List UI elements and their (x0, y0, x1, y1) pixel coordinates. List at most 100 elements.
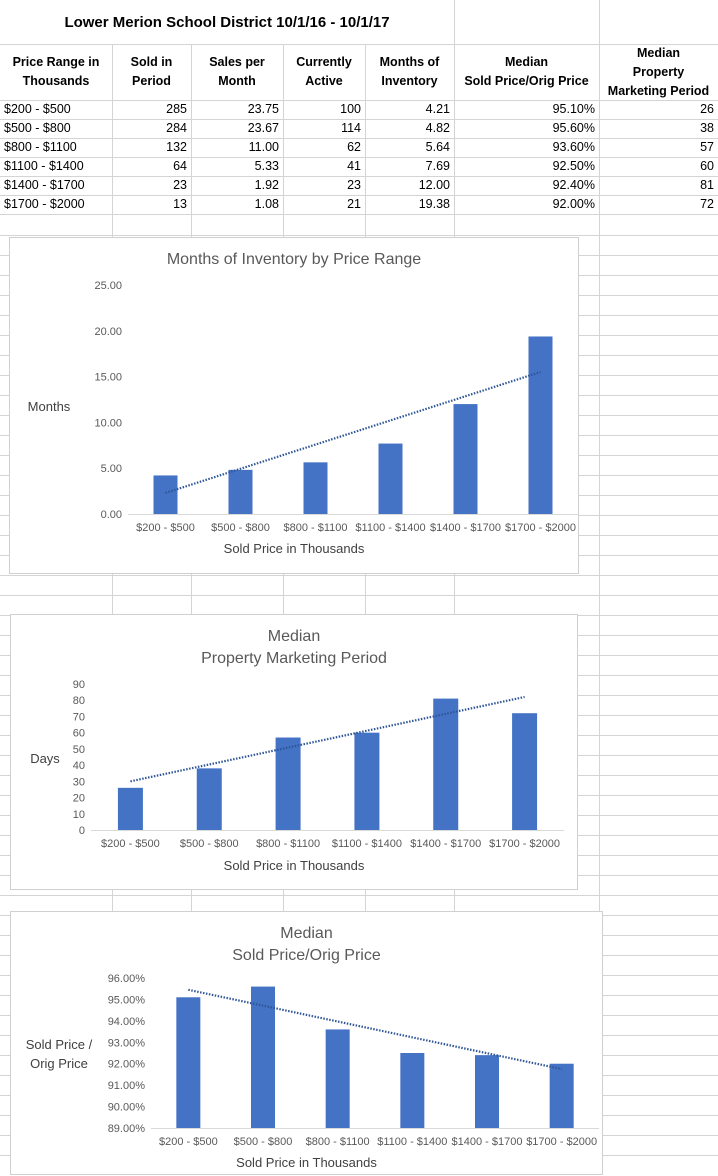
y-tick-label: 91.00% (108, 1080, 146, 1092)
y-tick-label: 20.00 (94, 326, 122, 338)
x-tick-label: $1700 - $2000 (505, 522, 576, 534)
cell-median-sold-orig[interactable]: 92.50% (552, 159, 595, 173)
x-axis-title: Sold Price in Thousands (223, 541, 365, 556)
chart-title-line-2: Property Marketing Period (201, 650, 387, 667)
y-tick-label: 30 (73, 776, 85, 788)
bar (117, 787, 143, 830)
cell-months-of-inventory[interactable]: 4.21 (425, 102, 450, 116)
chart-plot-svg: 0 10 20 30 40 50 60 70 80 90 $200 - $500 $500 - $80… (73, 679, 564, 850)
y-tick-label: 93.00% (108, 1037, 146, 1049)
cell-months-of-inventory[interactable]: 12.00 (418, 178, 450, 192)
cell-median-sold-orig[interactable]: 92.00% (552, 197, 595, 211)
cell-median-marketing-period[interactable]: 81 (700, 178, 714, 192)
header-currently-active: Currently Active (283, 44, 365, 100)
y-tick-label: 50 (73, 744, 85, 756)
cell-sold-in-period[interactable]: 284 (166, 121, 187, 135)
chart-title: Months of Inventory by Price Range (10, 251, 578, 269)
bar (433, 698, 459, 830)
cell-price-range[interactable]: $1700 - $2000 (4, 197, 85, 211)
cell-sales-per-month[interactable]: 11.00 (248, 140, 279, 154)
cell-median-sold-orig[interactable]: 92.40% (552, 178, 595, 192)
x-tick-label: $200 - $500 (101, 838, 160, 850)
y-tick-label: 60 (73, 728, 85, 740)
y-tick-label: 92.00% (108, 1059, 146, 1071)
x-tick-label: $1400 - $1700 (452, 1136, 523, 1148)
cell-median-marketing-period[interactable]: 60 (700, 159, 714, 173)
header-marketing-line2: Property (632, 64, 685, 79)
y-tick-label: 95.00% (108, 994, 146, 1006)
bar (512, 713, 538, 830)
y-axis-title-line: Days (30, 751, 60, 766)
cell-price-range[interactable]: $800 - $1100 (4, 140, 77, 154)
cell-sales-per-month[interactable]: 1.08 (254, 197, 279, 211)
y-axis-title: Sold Price / Orig Price (19, 1035, 99, 1073)
cell-months-of-inventory[interactable]: 4.82 (425, 121, 450, 135)
cell-sales-per-month[interactable]: 5.33 (254, 159, 279, 173)
header-active-line2: Active (305, 74, 343, 88)
bar (176, 997, 201, 1128)
cell-currently-active[interactable]: 62 (347, 140, 361, 154)
cell-months-of-inventory[interactable]: 5.64 (425, 140, 450, 154)
y-tick-label: 90.00% (108, 1102, 146, 1114)
cell-price-range[interactable]: $1100 - $1400 (4, 159, 84, 173)
cell-currently-active[interactable]: 23 (347, 178, 361, 192)
x-tick-label: $200 - $500 (136, 522, 195, 534)
y-axis-title-line-1: Sold Price / (25, 1037, 93, 1052)
y-tick-label: 89.00% (108, 1123, 146, 1135)
cell-sold-in-period[interactable]: 13 (173, 197, 187, 211)
cell-sales-per-month[interactable]: 23.67 (247, 121, 279, 135)
chart-title-line: Months of Inventory by Price Range (166, 251, 422, 268)
median-marketing-period-chart[interactable]: Median Property Marketing Period Days 0 1… (10, 614, 578, 890)
header-sold-line1: Sold in (130, 55, 173, 69)
cell-currently-active[interactable]: 114 (341, 121, 361, 135)
cell-median-sold-orig[interactable]: 95.60% (552, 121, 595, 135)
header-median-sold-line2: Sold Price/Orig Price (464, 74, 589, 88)
cell-sales-per-month[interactable]: 23.75 (247, 102, 279, 116)
cell-median-marketing-period[interactable]: 57 (700, 140, 714, 154)
y-tick-label: 20 (73, 793, 85, 805)
x-tick-label: $200 - $500 (159, 1136, 218, 1148)
y-axis-title-line: Months (27, 399, 71, 414)
cell-months-of-inventory[interactable]: 7.69 (425, 159, 450, 173)
median-sold-orig-price-chart[interactable]: Median Sold Price/Orig Price Sold Price … (10, 911, 603, 1175)
cell-months-of-inventory[interactable]: 19.38 (418, 197, 450, 211)
x-tick-label: $1100 - $1400 (332, 838, 402, 850)
x-tick-label: $800 - $1100 (283, 522, 347, 534)
cell-median-marketing-period[interactable]: 26 (700, 102, 714, 116)
cell-sold-in-period[interactable]: 23 (173, 178, 187, 192)
x-axis-title: Sold Price in Thousands (223, 858, 365, 873)
y-tick-label: 10 (73, 809, 85, 821)
x-tick-label: $500 - $800 (211, 522, 270, 534)
cell-currently-active[interactable]: 100 (340, 102, 361, 116)
y-tick-label: 15.00 (94, 372, 122, 384)
x-tick-label: $1700 - $2000 (526, 1136, 597, 1148)
cell-sold-in-period[interactable]: 285 (166, 102, 187, 116)
cell-median-marketing-period[interactable]: 38 (700, 121, 714, 135)
cell-median-marketing-period[interactable]: 72 (700, 197, 714, 211)
header-months-of-inventory: Months of Inventory (365, 44, 454, 100)
chart-plot-svg: 0.00 5.00 10.00 15.00 20.00 25.00 $200 - $500 $… (94, 280, 578, 534)
cell-sales-per-month[interactable]: 1.92 (254, 178, 279, 192)
cell-price-range[interactable]: $200 - $500 (4, 102, 71, 116)
y-tick-label: 10.00 (94, 417, 122, 429)
cell-currently-active[interactable]: 41 (347, 159, 361, 173)
bar (378, 443, 403, 514)
bar (549, 1063, 574, 1128)
bar (196, 768, 222, 830)
cell-currently-active[interactable]: 21 (347, 197, 361, 211)
cell-median-sold-orig[interactable]: 95.10% (552, 102, 595, 116)
y-tick-label: 5.00 (101, 463, 122, 475)
y-tick-label: 70 (73, 711, 85, 723)
y-tick-label: 96.00% (108, 973, 146, 985)
y-axis-title-line-2: Orig Price (30, 1056, 88, 1071)
x-tick-label: $1100 - $1400 (377, 1136, 447, 1148)
months-of-inventory-chart[interactable]: Months of Inventory by Price Range Month… (9, 237, 579, 574)
y-axis-title: Days (25, 749, 65, 768)
cell-sold-in-period[interactable]: 132 (166, 140, 187, 154)
header-price-range: Price Range in Thousands (0, 44, 112, 100)
cell-price-range[interactable]: $500 - $800 (4, 121, 71, 135)
cell-sold-in-period[interactable]: 64 (173, 159, 187, 173)
cell-price-range[interactable]: $1400 - $1700 (4, 178, 85, 192)
x-tick-label: $1400 - $1700 (430, 522, 501, 534)
cell-median-sold-orig[interactable]: 93.60% (552, 140, 595, 154)
